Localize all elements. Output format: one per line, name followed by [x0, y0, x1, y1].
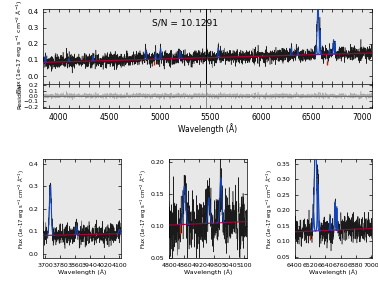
Y-axis label: Flux (1e-17 erg s$^{-1}$ cm$^{-2}$ Å$^{-1}$): Flux (1e-17 erg s$^{-1}$ cm$^{-2}$ Å$^{-… [139, 169, 149, 249]
Y-axis label: Residual: Residual [17, 83, 22, 109]
Text: S/N = 10.1291: S/N = 10.1291 [152, 18, 218, 27]
X-axis label: Wavelength (Å): Wavelength (Å) [178, 123, 237, 134]
X-axis label: Wavelength (Å): Wavelength (Å) [184, 270, 232, 275]
X-axis label: Wavelength (Å): Wavelength (Å) [58, 270, 107, 275]
X-axis label: Wavelength (Å): Wavelength (Å) [309, 270, 358, 275]
Y-axis label: Flux (1e-17 erg s$^{-1}$ cm$^{-2}$ Å$^{-1}$): Flux (1e-17 erg s$^{-1}$ cm$^{-2}$ Å$^{-… [265, 169, 275, 249]
Y-axis label: Flux (1e-17 erg s$^{-1}$ cm$^{-2}$ Å$^{-1}$): Flux (1e-17 erg s$^{-1}$ cm$^{-2}$ Å$^{-… [17, 169, 27, 249]
Y-axis label: Flux (1e-17 erg s$^{-1}$ cm$^{-2}$ Å$^{-1}$): Flux (1e-17 erg s$^{-1}$ cm$^{-2}$ Å$^{-… [15, 0, 25, 94]
